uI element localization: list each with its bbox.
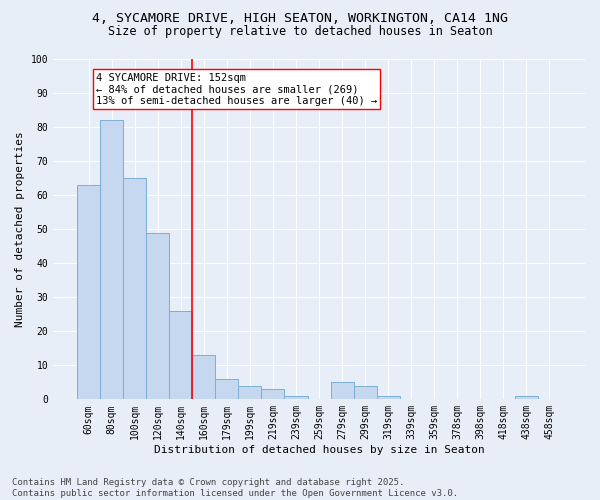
X-axis label: Distribution of detached houses by size in Seaton: Distribution of detached houses by size … bbox=[154, 445, 484, 455]
Bar bbox=[353, 386, 377, 400]
Bar bbox=[123, 178, 146, 400]
Bar bbox=[331, 382, 353, 400]
Bar bbox=[100, 120, 123, 400]
Bar bbox=[215, 379, 238, 400]
Bar bbox=[238, 386, 262, 400]
Text: Contains HM Land Registry data © Crown copyright and database right 2025.
Contai: Contains HM Land Registry data © Crown c… bbox=[12, 478, 458, 498]
Text: 4, SYCAMORE DRIVE, HIGH SEATON, WORKINGTON, CA14 1NG: 4, SYCAMORE DRIVE, HIGH SEATON, WORKINGT… bbox=[92, 12, 508, 26]
Bar bbox=[515, 396, 538, 400]
Bar bbox=[284, 396, 308, 400]
Bar bbox=[77, 185, 100, 400]
Bar bbox=[169, 311, 193, 400]
Bar bbox=[193, 355, 215, 400]
Bar bbox=[146, 232, 169, 400]
Text: 4 SYCAMORE DRIVE: 152sqm
← 84% of detached houses are smaller (269)
13% of semi-: 4 SYCAMORE DRIVE: 152sqm ← 84% of detach… bbox=[95, 72, 377, 106]
Bar bbox=[377, 396, 400, 400]
Text: Size of property relative to detached houses in Seaton: Size of property relative to detached ho… bbox=[107, 25, 493, 38]
Bar bbox=[262, 389, 284, 400]
Y-axis label: Number of detached properties: Number of detached properties bbox=[15, 132, 25, 327]
